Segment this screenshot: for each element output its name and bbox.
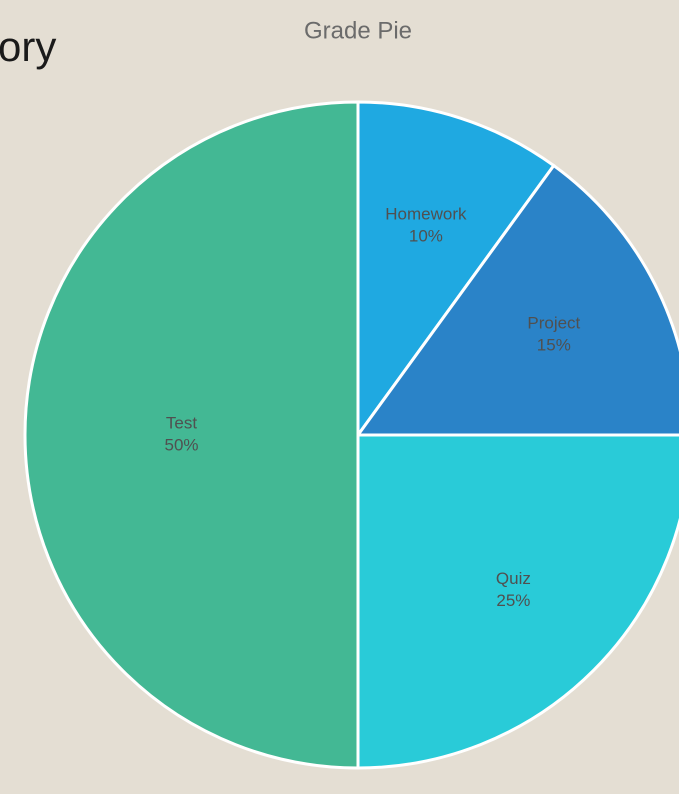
slice-value-label: 15% (537, 336, 571, 355)
slice-value-label: 25% (496, 591, 530, 610)
pie (23, 100, 679, 770)
heading: ory (0, 23, 56, 70)
slice-label: Project (527, 314, 580, 333)
chart-title: Grade Pie (304, 17, 412, 44)
slice-label: Quiz (496, 569, 531, 588)
pie-slice (23, 100, 360, 770)
pie-slice (355, 163, 679, 437)
slice-label: Test (166, 413, 197, 432)
slice-label: Homework (385, 204, 467, 223)
slice-value-label: 10% (409, 226, 443, 245)
pie-slice (356, 433, 679, 770)
slice-value-label: 50% (164, 435, 198, 454)
pie-slice (356, 100, 556, 440)
